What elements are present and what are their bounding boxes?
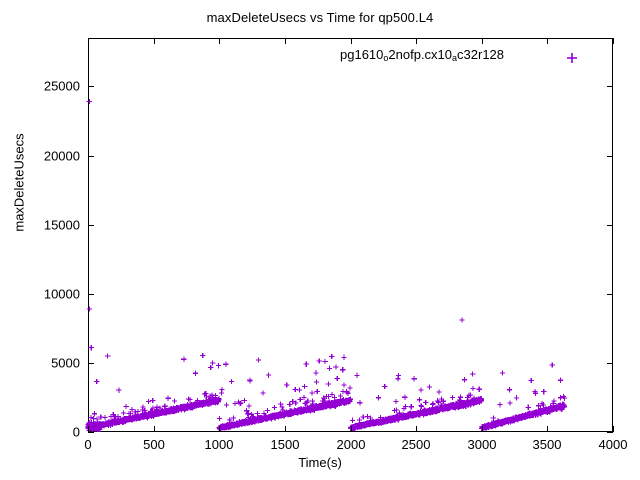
legend-label-sub2: a (452, 52, 458, 63)
x-tick (547, 426, 548, 432)
x-tick (613, 426, 614, 432)
x-tick-top (482, 38, 483, 44)
y-tick-right (607, 86, 613, 87)
legend-marker-plus-icon (567, 53, 577, 63)
y-tick-label: 25000 (43, 78, 80, 94)
x-tick-top (351, 38, 352, 44)
x-tick-label: 0 (84, 437, 92, 452)
x-tick-top (219, 38, 220, 44)
legend-label-part2: 2nofp.cx10 (388, 47, 453, 62)
plot-area (88, 38, 613, 432)
x-tick-label: 4000 (598, 437, 628, 452)
x-tick (285, 426, 286, 432)
y-tick-label: 0 (72, 424, 80, 440)
y-tick-label: 20000 (43, 148, 80, 164)
legend-label-part1: pg1610 (340, 47, 384, 62)
x-tick-label: 1000 (204, 437, 234, 452)
y-tick-label: 15000 (43, 217, 80, 233)
x-tick (154, 426, 155, 432)
x-tick-top (613, 38, 614, 44)
legend-label-part3: c32r128 (457, 47, 505, 62)
x-tick (351, 426, 352, 432)
y-tick-right (607, 156, 613, 157)
x-tick-label: 2500 (401, 437, 431, 452)
x-tick-label: 1500 (270, 437, 300, 452)
y-tick (88, 225, 94, 226)
x-tick-label: 3500 (532, 437, 562, 452)
x-tick (88, 426, 89, 432)
x-tick-top (88, 38, 89, 44)
y-tick-right (607, 294, 613, 295)
y-tick-label: 10000 (43, 286, 80, 302)
x-tick (416, 426, 417, 432)
chart-title: maxDeleteUsecs vs Time for qp500.L4 (206, 10, 434, 25)
y-tick (88, 294, 94, 295)
legend-entry: pg1610o2nofp.cx10ac32r128 (340, 47, 504, 63)
y-tick-right (607, 225, 613, 226)
x-tick (482, 426, 483, 432)
y-tick-right (607, 432, 613, 433)
y-tick (88, 86, 94, 87)
x-tick-top (154, 38, 155, 44)
x-axis-label: Time(s) (298, 455, 342, 470)
y-tick (88, 432, 94, 433)
x-tick-label: 500 (143, 437, 165, 452)
y-tick-label: 5000 (51, 355, 80, 371)
x-tick-top (416, 38, 417, 44)
x-tick-top (547, 38, 548, 44)
x-tick-label: 2000 (336, 437, 366, 452)
x-tick (219, 426, 220, 432)
y-tick (88, 363, 94, 364)
y-tick (88, 156, 94, 157)
legend-label-sub1: o (383, 52, 389, 63)
y-tick-right (607, 363, 613, 364)
x-tick-top (285, 38, 286, 44)
x-tick-label: 3000 (467, 437, 497, 452)
